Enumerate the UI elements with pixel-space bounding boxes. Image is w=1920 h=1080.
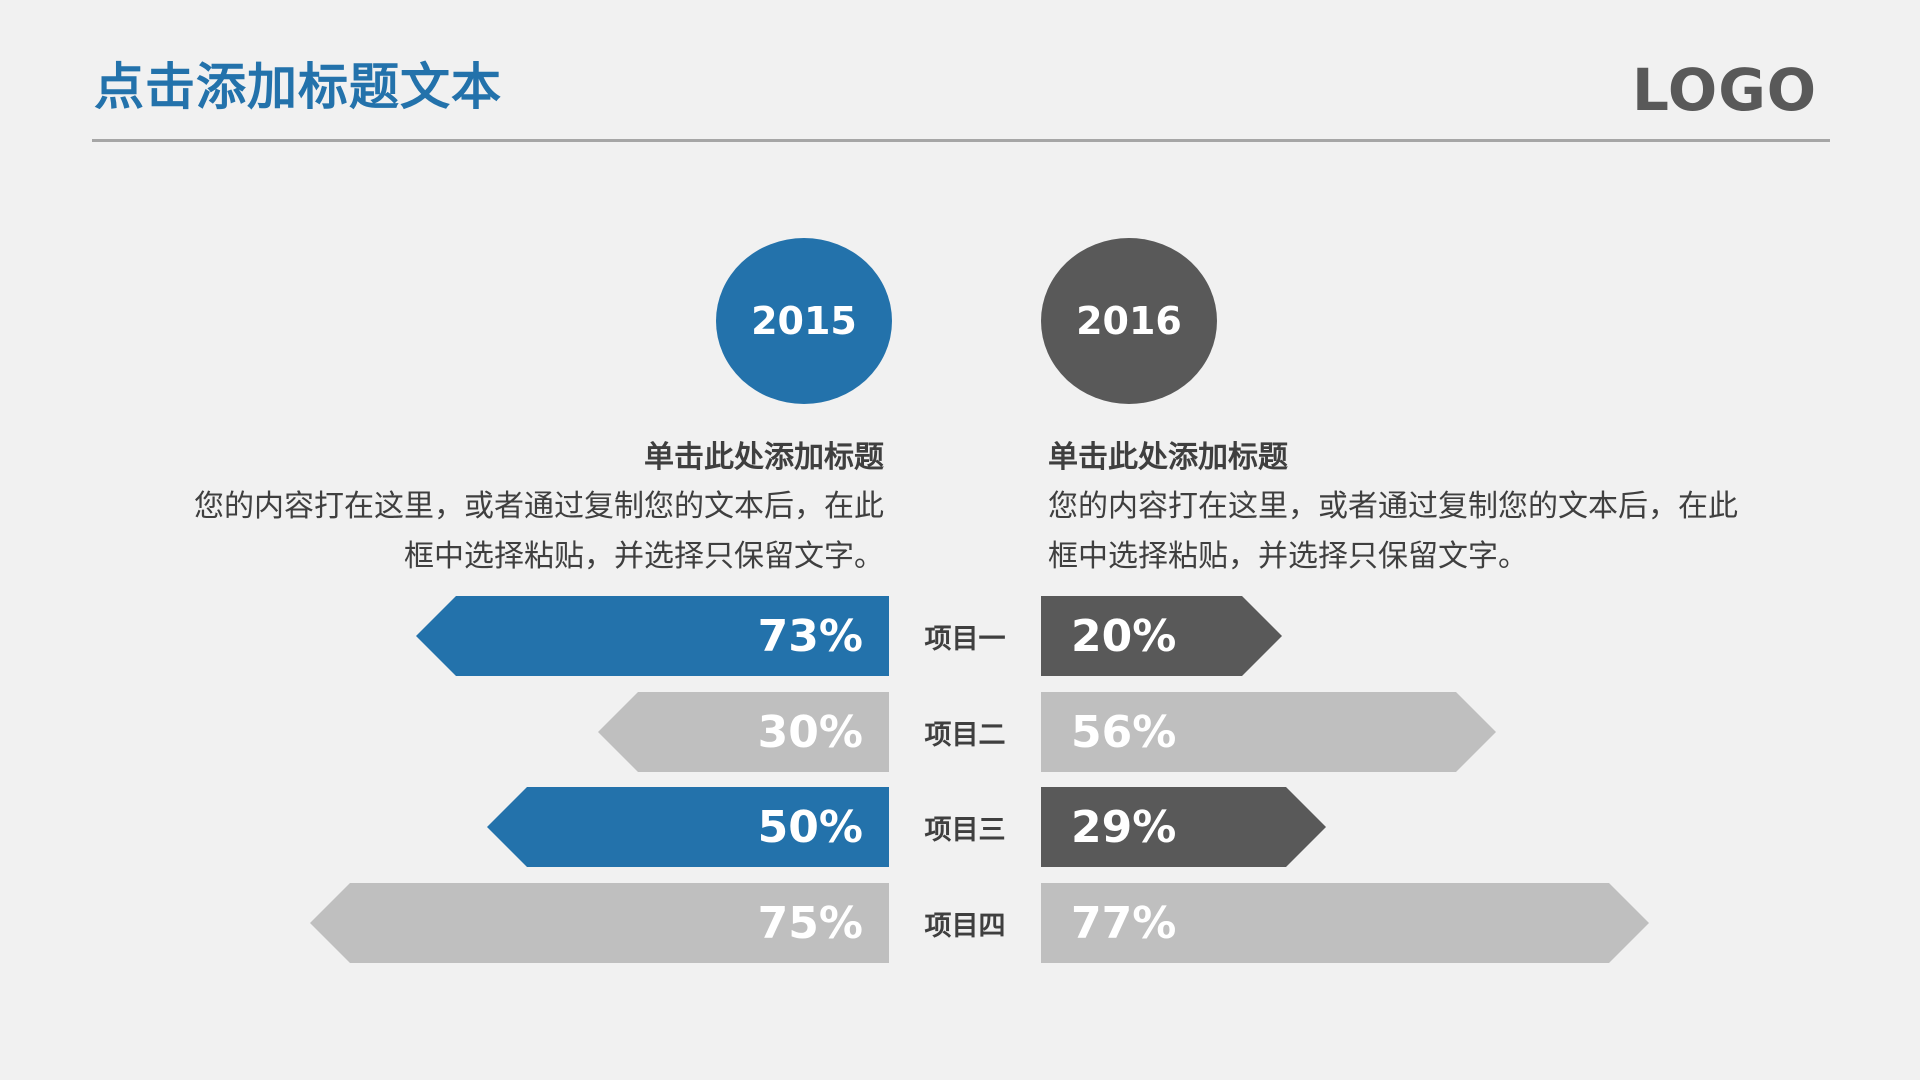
year-badge-2016: 2016 bbox=[1041, 238, 1217, 404]
bar-value: 75% bbox=[757, 897, 863, 949]
left-heading: 单击此处添加标题 bbox=[644, 440, 884, 475]
logo: LOGO bbox=[1632, 56, 1818, 124]
row-label: 项目三 bbox=[924, 814, 1006, 846]
row-label: 项目四 bbox=[924, 910, 1006, 942]
bar-2016-row1: 20% bbox=[1041, 596, 1282, 676]
year-label: 2016 bbox=[1076, 299, 1182, 343]
paragraph-line: 框中选择粘贴，并选择只保留文字。 bbox=[1048, 539, 1528, 574]
paragraph-line: 您的内容打在这里，或者通过复制您的文本后，在此 bbox=[1048, 489, 1738, 524]
slide-title: 点击添加标题文本 bbox=[94, 58, 502, 116]
bar-value: 29% bbox=[1071, 801, 1177, 853]
bar-value: 20% bbox=[1071, 610, 1177, 662]
year-badge-2015: 2015 bbox=[716, 238, 892, 404]
bar-value: 77% bbox=[1071, 897, 1177, 949]
bar-2016-row3: 29% bbox=[1041, 787, 1326, 867]
bar-value: 30% bbox=[757, 706, 863, 758]
bar-2015-row4: 75% bbox=[310, 883, 889, 963]
right-paragraph: 您的内容打在这里，或者通过复制您的文本后，在此 框中选择粘贴，并选择只保留文字。 bbox=[1048, 482, 1788, 582]
header-divider bbox=[92, 139, 1830, 142]
bar-2016-row2: 56% bbox=[1041, 692, 1496, 772]
bar-value: 56% bbox=[1071, 706, 1177, 758]
bar-2016-row4: 77% bbox=[1041, 883, 1649, 963]
paragraph-line: 您的内容打在这里，或者通过复制您的文本后，在此 bbox=[194, 489, 884, 524]
bar-value: 50% bbox=[757, 801, 863, 853]
year-label: 2015 bbox=[751, 299, 857, 343]
bar-value: 73% bbox=[757, 610, 863, 662]
bar-2015-row1: 73% bbox=[416, 596, 889, 676]
bar-2015-row3: 50% bbox=[487, 787, 889, 867]
left-paragraph: 您的内容打在这里，或者通过复制您的文本后，在此 框中选择粘贴，并选择只保留文字。 bbox=[144, 482, 884, 582]
right-heading: 单击此处添加标题 bbox=[1048, 440, 1288, 475]
row-label: 项目二 bbox=[924, 719, 1006, 751]
row-label: 项目一 bbox=[924, 623, 1006, 655]
bar-2015-row2: 30% bbox=[598, 692, 889, 772]
paragraph-line: 框中选择粘贴，并选择只保留文字。 bbox=[404, 539, 884, 574]
